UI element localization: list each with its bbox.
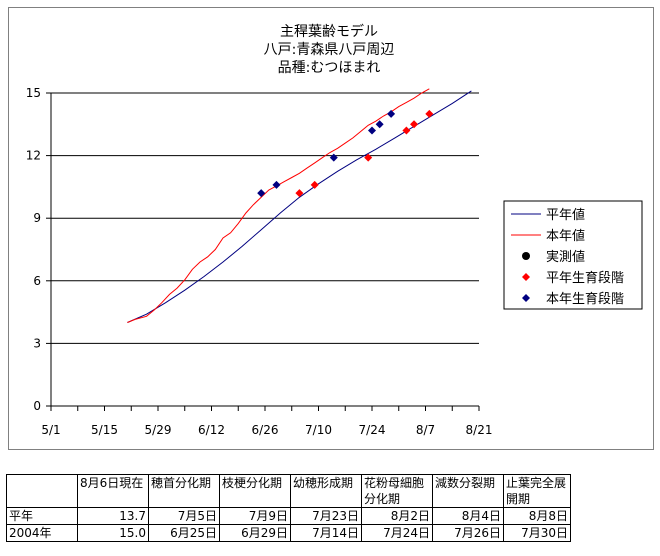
data-point — [387, 109, 396, 118]
header-flag-leaf-expansion: 止葉完全展開期 — [503, 474, 571, 508]
table-cell: 7月24日 — [361, 524, 433, 542]
header-young-panicle-formation: 幼穂形成期 — [290, 474, 362, 508]
table-cell: 7月30日 — [503, 524, 571, 542]
row-label: 2004年 — [6, 524, 78, 542]
y-tick-label: 3 — [33, 336, 41, 350]
chart-frame: 主稈葉齢モデル八戸:青森県八戸周辺 品種:むつほまれ 0 3 6 9 12 15 5/1 5/1… — [8, 7, 654, 450]
data-point — [410, 120, 419, 129]
data-point — [402, 126, 411, 135]
y-tick-label: 9 — [33, 211, 41, 225]
table-cell: 6月29日 — [219, 524, 291, 542]
data-point — [272, 180, 281, 189]
table-cell: 8月2日 — [361, 507, 433, 525]
legend-swatch-diamond — [522, 273, 530, 281]
data-point — [425, 109, 434, 118]
chart-title-line: 品種:むつほまれ — [278, 60, 381, 76]
data-point — [329, 153, 338, 162]
legend-swatch-circle — [522, 252, 530, 260]
data-point — [310, 180, 319, 189]
y-tick-label: 12 — [26, 149, 41, 163]
table-cell: 6月25日 — [148, 524, 220, 542]
legend-swatch-diamond — [522, 294, 530, 302]
header-panicle-neck-differentiation: 穂首分化期 — [148, 474, 220, 508]
legend-label: 実測値 — [546, 249, 585, 265]
table-cell: 7月23日 — [290, 507, 362, 525]
table-cell: 8月8日 — [503, 507, 571, 525]
legend-label: 平年生育段階 — [546, 270, 624, 286]
chart-series — [127, 88, 472, 323]
table-cell: 7月5日 — [148, 507, 220, 525]
legend-label: 本年生育段階 — [546, 291, 624, 307]
chart-title-line: 八戸:青森県八戸周辺 — [264, 42, 395, 58]
row-label: 平年 — [6, 507, 78, 525]
series-line-1 — [127, 88, 430, 323]
table-cell: 8月4日 — [432, 507, 504, 525]
table-cell: 13.7 — [77, 507, 149, 525]
y-tick-label: 0 — [33, 399, 41, 413]
chart-grid — [51, 92, 479, 344]
x-tick-label: 5/1 — [41, 423, 60, 437]
header-meiosis: 減数分裂期 — [432, 474, 504, 508]
x-tick-label: 6/26 — [252, 423, 279, 437]
chart-title-line: 主稈葉齢モデル — [280, 23, 378, 40]
x-tick-label: 5/15 — [91, 423, 118, 437]
header-current-date: 8月6日現在 — [77, 474, 149, 508]
data-point — [368, 126, 376, 135]
x-tick-label: 7/24 — [359, 423, 386, 437]
y-tick-label: 6 — [33, 274, 41, 288]
legend-label: 平年値 — [546, 207, 585, 223]
x-tick-label: 8/21 — [466, 423, 493, 437]
x-tick-label: 7/10 — [305, 423, 332, 437]
table-cell: 7月26日 — [432, 524, 504, 542]
chart-axes: 0 3 6 9 12 15 5/1 5/15 5/29 6/12 6/26 7/10 7/24 8/7 8/… — [26, 86, 493, 437]
series-line-0 — [127, 90, 472, 323]
data-point — [257, 189, 266, 198]
table-cell: 7月9日 — [219, 507, 291, 525]
table-cell: 7月14日 — [290, 524, 362, 542]
table-corner-cell — [6, 474, 78, 508]
data-point — [375, 120, 384, 129]
x-tick-label: 6/12 — [198, 423, 225, 437]
table-row: 2004年 15.0 6月25日 6月29日 7月14日 7月24日 7月26日… — [6, 524, 571, 542]
data-point — [295, 189, 304, 198]
legend-label: 本年値 — [546, 228, 585, 244]
table-cell: 15.0 — [77, 524, 149, 542]
growth-stage-table: 8月6日現在 穂首分化期 枝梗分化期 幼穂形成期 花粉母細胞分化期 減数分裂期 … — [6, 474, 571, 542]
header-pollen-mother-cell: 花粉母細胞分化期 — [361, 474, 433, 508]
y-tick-label: 15 — [26, 86, 41, 100]
header-branch-differentiation: 枝梗分化期 — [219, 474, 291, 508]
table-header-row: 8月6日現在 穂首分化期 枝梗分化期 幼穂形成期 花粉母細胞分化期 減数分裂期 … — [6, 474, 571, 508]
x-tick-label: 8/7 — [416, 423, 435, 437]
table-row: 平年 13.7 7月5日 7月9日 7月23日 8月2日 8月4日 8月8日 — [6, 507, 571, 525]
data-point — [364, 153, 373, 162]
x-tick-label: 5/29 — [145, 423, 172, 437]
